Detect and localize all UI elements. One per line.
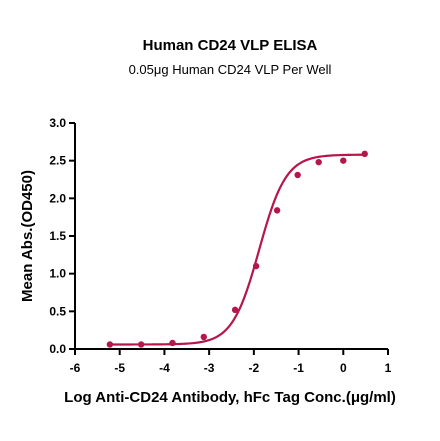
x-tick-label: -1 — [293, 361, 304, 375]
y-tick-label: 3.0 — [49, 116, 66, 130]
axes: -6 -5 -4 -3 -2 -1 0 1 0.0 0.5 1.0 1.5 2.0 2.5 3.0 — [49, 116, 391, 375]
chart-title: Human CD24 VLP ELISA — [143, 37, 318, 54]
chart-subtitle: 0.05μg Human CD24 VLP Per Well — [129, 62, 332, 77]
data-point — [200, 333, 207, 341]
y-axis-label: Mean Abs.(OD450) — [19, 170, 36, 302]
data-points-layer — [106, 150, 368, 348]
x-tick-label: -4 — [159, 361, 170, 375]
x-tick-label: -3 — [204, 361, 215, 375]
data-point — [361, 150, 368, 158]
data-point — [273, 207, 281, 214]
x-tick-label: -6 — [70, 361, 81, 375]
x-tick-label: 0 — [340, 361, 347, 375]
y-tick-label: 0.0 — [49, 342, 66, 356]
x-tick-label: -2 — [249, 361, 260, 375]
data-point — [137, 341, 145, 348]
data-point — [315, 158, 322, 166]
x-tick-label: -5 — [114, 361, 125, 375]
data-point — [252, 262, 260, 270]
y-tick-label: 1.5 — [49, 229, 66, 243]
data-point — [169, 339, 176, 347]
x-tick-label: 1 — [385, 361, 392, 375]
data-point — [231, 306, 239, 314]
fit-curve — [109, 153, 365, 346]
data-point — [294, 171, 301, 179]
y-tick-label: 2.0 — [49, 191, 66, 205]
y-tick-label: 0.5 — [49, 304, 66, 318]
y-tick-label: 2.5 — [49, 154, 66, 168]
fit-curve-layer — [109, 153, 365, 346]
data-point — [106, 341, 114, 348]
y-tick-label: 1.0 — [49, 267, 66, 281]
x-axis-label: Log Anti-CD24 Antibody, hFc Tag Conc.(μg… — [64, 389, 396, 406]
data-point — [340, 157, 347, 164]
